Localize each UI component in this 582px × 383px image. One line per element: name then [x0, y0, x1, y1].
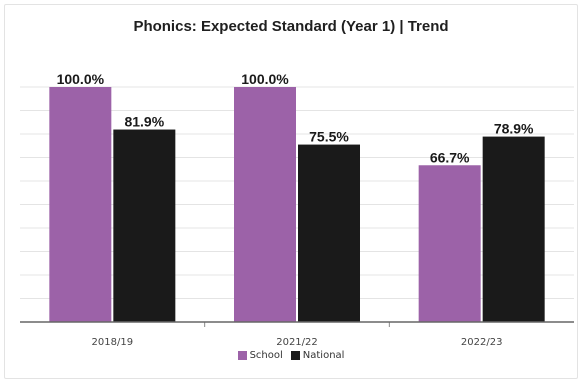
bar-school-2 [418, 165, 481, 322]
legend-item-school[interactable]: School [237, 350, 283, 361]
legend-item-national[interactable]: National [290, 350, 345, 361]
x-tick-label-0: 2018/19 [92, 337, 134, 348]
data-label-school-1: 100.0% [241, 71, 289, 87]
bar-school-0 [49, 87, 112, 322]
bar-national-1 [298, 144, 360, 322]
legend-label-school: School [249, 350, 283, 361]
data-label-national-1: 75.5% [309, 129, 349, 145]
legend-label-national: National [302, 350, 345, 361]
x-tick-label-2: 2022/23 [461, 337, 503, 348]
bar-school-1 [234, 87, 296, 322]
chart-title: Phonics: Expected Standard (Year 1) | Tr… [133, 18, 449, 35]
legend-swatch-school [237, 351, 247, 360]
chart-legend: School National [0, 350, 582, 361]
bar-national-0 [113, 129, 176, 322]
x-tick-label-1: 2021/22 [276, 337, 318, 348]
data-label-national-2: 78.9% [494, 121, 534, 137]
data-label-national-0: 81.9% [124, 114, 164, 130]
bar-national-2 [482, 136, 545, 322]
legend-swatch-national [290, 351, 300, 360]
data-label-school-0: 100.0% [57, 71, 105, 87]
data-label-school-2: 66.7% [430, 149, 470, 165]
